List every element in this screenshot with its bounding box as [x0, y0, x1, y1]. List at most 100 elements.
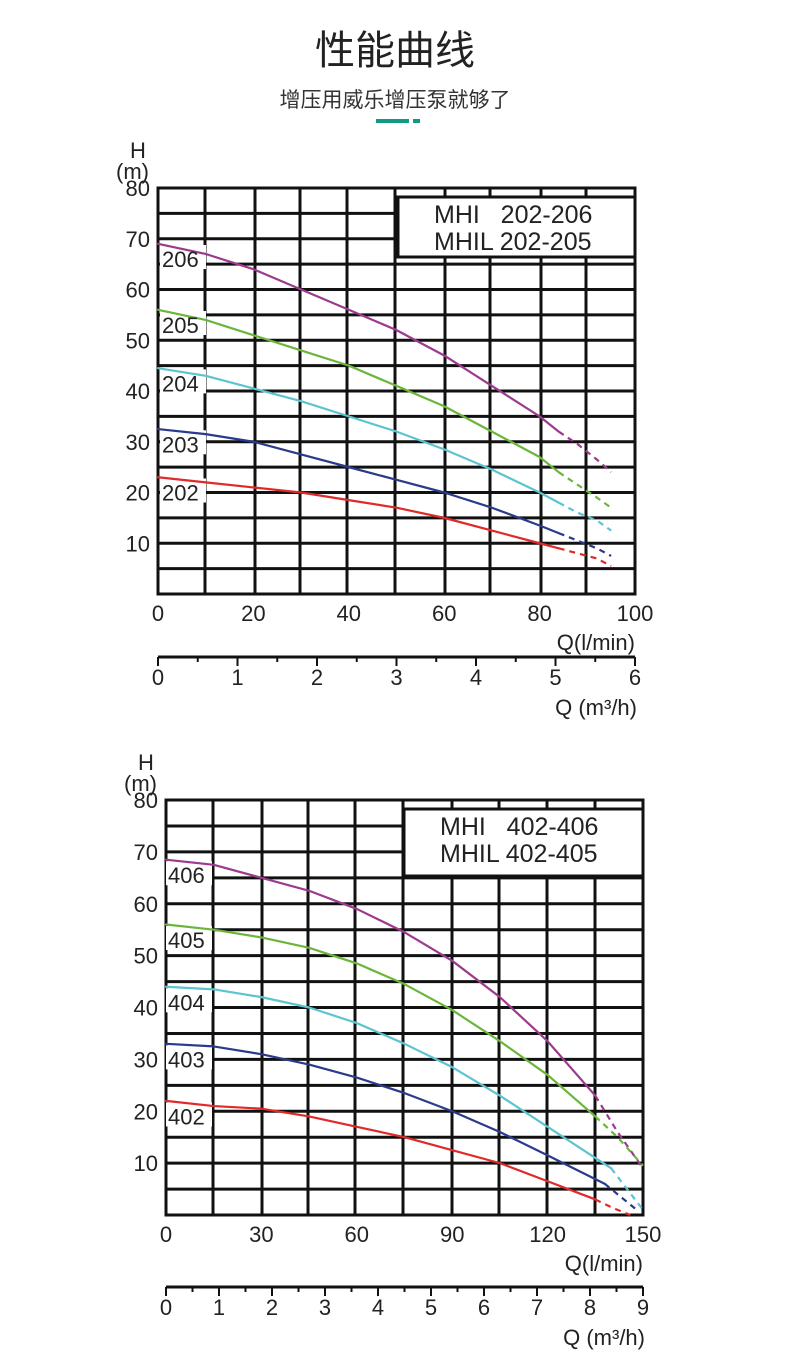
x2-axis-label: Q (m³/h) — [563, 1325, 645, 1350]
x2-tick-label: 0 — [152, 665, 164, 690]
series-dashed-202 — [558, 547, 612, 568]
series-dashed-205 — [558, 471, 612, 509]
series-label-bg — [166, 926, 212, 951]
x2-tick-label: 7 — [531, 1295, 543, 1320]
series-label-204: 204 — [162, 371, 199, 396]
series-label-bg — [166, 861, 212, 886]
y-axis-label: H — [130, 138, 146, 163]
x-tick-label: 30 — [249, 1222, 273, 1247]
y-tick-label: 60 — [134, 892, 158, 917]
series-label-403: 403 — [168, 1047, 205, 1072]
y-tick-label: 40 — [126, 379, 150, 404]
series-label-203: 203 — [162, 432, 199, 457]
page-subtitle: 增压用威乐增压泵就够了 — [279, 88, 511, 112]
legend-text: MHIL 202-205 — [434, 228, 592, 256]
x2-tick-label: 3 — [390, 665, 402, 690]
x-axis-label: Q(l/min) — [557, 630, 635, 655]
series-label-bg — [166, 1045, 212, 1070]
series-line-202 — [156, 476, 560, 550]
series-line-203 — [156, 427, 560, 535]
x2-tick-label: 1 — [231, 665, 243, 690]
series-label-405: 405 — [168, 928, 205, 953]
y-tick-label: 70 — [134, 840, 158, 865]
x-tick-label: 60 — [432, 601, 456, 626]
series-line-405 — [164, 923, 597, 1118]
series-label-202: 202 — [162, 481, 199, 506]
series-line-406 — [164, 858, 597, 1097]
x2-tick-label: 2 — [311, 665, 323, 690]
series-line-404 — [164, 985, 613, 1170]
series-dashed-206 — [558, 430, 612, 474]
x-tick-label: 90 — [440, 1222, 464, 1247]
series-label-bg — [166, 988, 212, 1013]
x2-tick-label: 6 — [629, 665, 641, 690]
legend-text: MHI 402-406 — [440, 813, 598, 841]
y-axis-unit: (m) — [116, 159, 149, 184]
series-dashed-203 — [558, 532, 612, 557]
series-label-bg — [160, 369, 206, 394]
x-tick-label: 20 — [241, 601, 265, 626]
series-dashed-406 — [594, 1095, 644, 1169]
y-tick-label: 10 — [126, 531, 150, 556]
series-line-206 — [156, 242, 560, 433]
x2-tick-label: 4 — [470, 665, 482, 690]
x-tick-label: 120 — [529, 1222, 566, 1247]
x2-tick-label: 2 — [266, 1295, 278, 1320]
x-tick-label: 150 — [625, 1222, 662, 1247]
series-line-204 — [156, 367, 560, 504]
y-axis-unit: (m) — [124, 771, 157, 796]
x2-tick-label: 8 — [584, 1295, 596, 1320]
series-line-402 — [164, 1099, 597, 1201]
series-line-205 — [156, 308, 560, 474]
x-tick-label: 100 — [617, 601, 654, 626]
title-accent-bar — [376, 119, 409, 123]
series-label-404: 404 — [168, 990, 205, 1015]
series-dashed-403 — [604, 1183, 638, 1211]
series-dashed-402 — [594, 1198, 631, 1217]
series-label-205: 205 — [162, 313, 199, 338]
page-title: 性能曲线 — [315, 28, 475, 74]
series-label-bg — [166, 1102, 212, 1127]
x2-tick-label: 9 — [637, 1295, 649, 1320]
x2-tick-label: 5 — [549, 665, 561, 690]
title-accent-dot — [413, 119, 420, 123]
series-label-206: 206 — [162, 247, 199, 272]
y-tick-label: 80 — [126, 176, 150, 201]
y-tick-label: 50 — [126, 328, 150, 353]
series-label-402: 402 — [168, 1104, 205, 1129]
series-label-406: 406 — [168, 863, 205, 888]
y-tick-label: 20 — [126, 481, 150, 506]
y-tick-label: 40 — [134, 996, 158, 1021]
x2-axis-label: Q (m³/h) — [555, 695, 637, 720]
y-tick-label: 70 — [126, 227, 150, 252]
x2-tick-label: 3 — [319, 1295, 331, 1320]
x2-tick-label: 5 — [425, 1295, 437, 1320]
legend-text: MHIL 402-405 — [440, 840, 598, 868]
y-axis-label: H — [138, 750, 154, 775]
legend-box — [396, 195, 637, 259]
y-tick-label: 20 — [134, 1099, 158, 1124]
plot-frame — [156, 186, 637, 596]
x-axis-label: Q(l/min) — [565, 1251, 643, 1276]
y-tick-label: 80 — [134, 788, 158, 813]
x2-tick-label: 6 — [478, 1295, 490, 1320]
x-tick-label: 60 — [345, 1222, 369, 1247]
legend-box — [402, 807, 645, 878]
x2-tick-label: 1 — [213, 1295, 225, 1320]
legend-text: MHI 202-206 — [434, 201, 592, 229]
series-dashed-405 — [594, 1115, 644, 1167]
y-tick-label: 30 — [134, 1047, 158, 1072]
y-tick-label: 50 — [134, 944, 158, 969]
x-tick-label: 0 — [160, 1222, 172, 1247]
x-tick-label: 40 — [337, 601, 361, 626]
y-tick-label: 60 — [126, 278, 150, 303]
x-tick-label: 0 — [152, 601, 164, 626]
x2-tick-label: 0 — [160, 1295, 172, 1320]
y-tick-label: 30 — [126, 430, 150, 455]
series-dashed-404 — [610, 1167, 644, 1211]
series-line-403 — [164, 1042, 606, 1185]
x-tick-label: 80 — [527, 601, 551, 626]
x2-tick-label: 4 — [372, 1295, 384, 1320]
